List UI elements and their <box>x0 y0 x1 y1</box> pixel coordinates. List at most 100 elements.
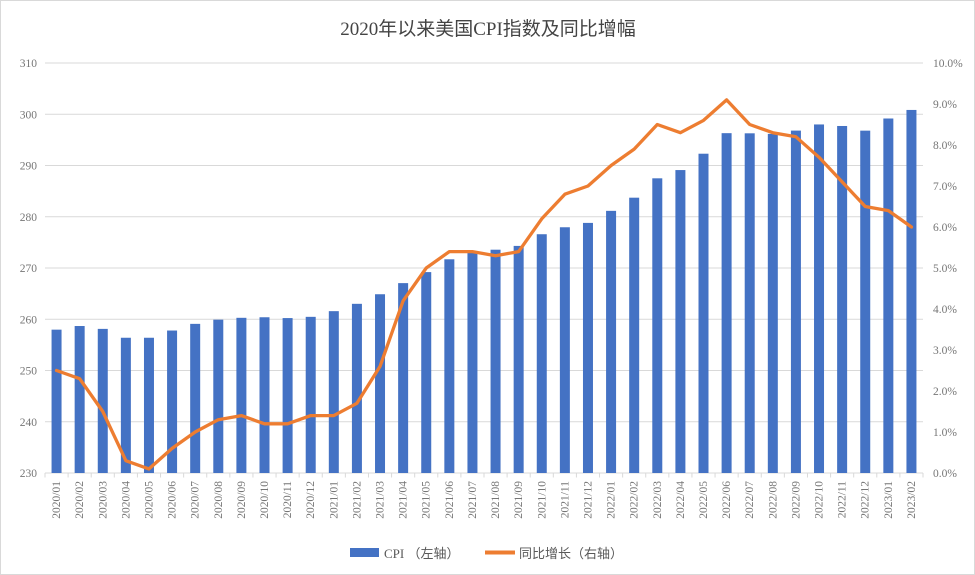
cpi-bar <box>398 283 409 473</box>
cpi-bar <box>444 259 455 473</box>
cpi-bar <box>906 109 917 473</box>
cpi-bar <box>375 294 386 473</box>
right-axis-tick-label: 2.0% <box>933 386 957 398</box>
cpi-bar <box>744 133 755 473</box>
right-axis-tick-label: 3.0% <box>933 345 957 357</box>
legend-bar-swatch-icon <box>350 548 379 557</box>
cpi-bar <box>259 317 270 473</box>
x-axis-category-label: 2020/07 <box>190 481 202 519</box>
cpi-bar <box>698 153 709 473</box>
cpi-bar <box>721 133 732 473</box>
left-axis-tick-label: 300 <box>20 109 38 121</box>
left-axis-tick-label: 250 <box>20 366 38 378</box>
right-axis-tick-label: 9.0% <box>933 99 957 111</box>
yoy-growth-line <box>54 98 914 471</box>
legend-line-label: 同比增长（右轴） <box>519 546 623 561</box>
x-axis-category-label: 2021/06 <box>444 481 456 519</box>
left-axis-tick-label: 270 <box>20 263 38 275</box>
x-axis-category-label: 2020/09 <box>236 481 248 519</box>
x-axis-category-label: 2022/05 <box>698 481 710 519</box>
x-axis-category-label: 2022/04 <box>675 481 687 519</box>
left-axis-tick-label: 290 <box>20 161 38 173</box>
cpi-bar <box>143 337 154 473</box>
x-axis-category-label: 2020/12 <box>305 481 317 519</box>
cpi-bar <box>305 316 316 473</box>
x-axis-category-label: 2020/03 <box>97 481 109 519</box>
x-axis-category-label: 2022/07 <box>744 481 756 519</box>
legend-bar-label: CPI （左轴） <box>384 546 459 561</box>
x-axis-labels: 2020/01 2020/02 2020/03 2020/04 2020/05 2020/… <box>51 481 918 519</box>
x-axis-category-label: 2020/04 <box>120 481 132 519</box>
cpi-bar <box>213 319 224 473</box>
right-axis-tick-label: 0.0% <box>933 468 957 480</box>
left-axis-labels: 230 240 250 260 270 280 290 300 310 <box>20 58 38 480</box>
x-axis-category-label: 2022/03 <box>652 481 664 519</box>
x-axis-ticks <box>44 473 924 478</box>
right-axis-labels: 0.0% 1.0% 2.0% 3.0% 4.0% 5.0% 6.0% 7.0% 8.0% 9.0%… <box>933 58 963 480</box>
x-axis-category-label: 2020/01 <box>51 481 63 519</box>
cpi-bar <box>282 318 293 473</box>
cpi-bar <box>582 222 593 473</box>
left-axis-tick-label: 280 <box>20 212 38 224</box>
cpi-bar <box>236 317 247 473</box>
cpi-bar <box>74 326 85 473</box>
right-axis-tick-label: 10.0% <box>933 58 963 70</box>
cpi-bar <box>837 125 848 473</box>
x-axis-category-label: 2022/02 <box>629 481 641 519</box>
cpi-bar <box>767 133 778 473</box>
right-axis-tick-label: 8.0% <box>933 140 957 152</box>
left-axis-tick-label: 240 <box>20 417 38 429</box>
cpi-bar <box>97 328 108 473</box>
x-axis-category-label: 2021/12 <box>582 481 594 519</box>
x-axis-category-label: 2021/09 <box>513 481 525 519</box>
x-axis-category-label: 2021/02 <box>351 481 363 519</box>
chart-title: 2020年以来美国CPI指数及同比增幅 <box>340 18 636 40</box>
x-axis-category-label: 2021/08 <box>490 481 502 519</box>
x-axis-category-label: 2020/06 <box>167 481 179 519</box>
cpi-bar <box>629 197 640 473</box>
x-axis-category-label: 2022/12 <box>860 481 872 519</box>
cpi-bar <box>536 234 547 473</box>
x-axis-category-label: 2021/03 <box>375 481 387 519</box>
right-axis-tick-label: 5.0% <box>933 263 957 275</box>
cpi-bar <box>190 323 201 473</box>
cpi-bar <box>120 337 131 473</box>
cpi-bar-series <box>51 109 917 473</box>
x-axis-category-label: 2022/09 <box>790 481 802 519</box>
cpi-bar <box>814 124 825 473</box>
x-axis-category-label: 2023/01 <box>883 481 895 519</box>
x-axis-category-label: 2022/08 <box>767 481 779 519</box>
cpi-bar <box>490 249 501 473</box>
cpi-bar <box>860 130 871 473</box>
cpi-bar <box>790 130 801 473</box>
left-axis-tick-label: 230 <box>20 468 38 480</box>
x-axis-category-label: 2022/01 <box>606 481 618 519</box>
right-axis-tick-label: 6.0% <box>933 222 957 234</box>
cpi-bar <box>652 178 663 473</box>
left-axis-tick-label: 310 <box>20 58 38 70</box>
cpi-bar <box>421 272 432 473</box>
right-axis-tick-label: 4.0% <box>933 304 957 316</box>
legend: CPI （左轴） 同比增长（右轴） <box>350 546 623 561</box>
cpi-bar <box>51 329 62 473</box>
left-axis-tick-label: 260 <box>20 314 38 326</box>
cpi-bar <box>467 252 478 473</box>
cpi-bar <box>328 311 339 473</box>
x-axis-category-label: 2021/11 <box>559 481 571 519</box>
cpi-bar <box>513 245 524 473</box>
x-axis-category-label: 2020/02 <box>74 481 86 519</box>
x-axis-category-label: 2022/10 <box>814 481 826 519</box>
x-axis-category-label: 2021/05 <box>421 481 433 519</box>
cpi-bar <box>351 303 362 473</box>
x-axis-category-label: 2021/01 <box>328 481 340 519</box>
right-axis-tick-label: 7.0% <box>933 181 957 193</box>
x-axis-category-label: 2022/11 <box>837 481 849 519</box>
cpi-bar <box>675 170 686 473</box>
cpi-bar <box>559 227 570 473</box>
right-axis-tick-label: 1.0% <box>933 427 957 439</box>
x-axis-category-label: 2023/02 <box>906 481 918 519</box>
x-axis-category-label: 2020/08 <box>213 481 225 519</box>
x-axis-category-label: 2021/10 <box>536 481 548 519</box>
